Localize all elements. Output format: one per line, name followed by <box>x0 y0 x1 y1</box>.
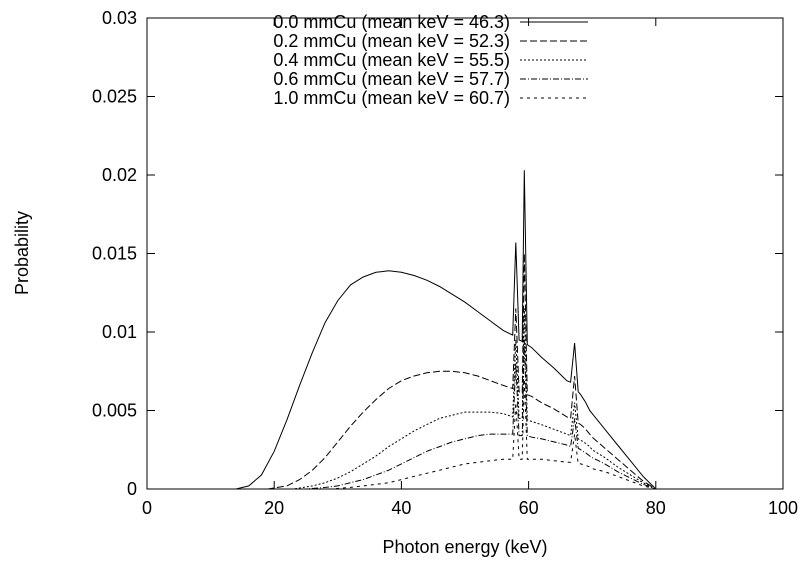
y-tick-label: 0.015 <box>92 244 137 264</box>
y-tick-label: 0.025 <box>92 87 137 107</box>
x-axis-ticks: 0 20 40 60 80 100 <box>142 18 798 518</box>
x-tick-label: 20 <box>264 498 284 518</box>
y-tick-label: 0 <box>127 479 137 499</box>
x-tick-label: 40 <box>391 498 411 518</box>
y-tick-label: 0.02 <box>102 165 137 185</box>
x-tick-label: 100 <box>768 498 798 518</box>
x-tick-label: 60 <box>519 498 539 518</box>
series-line-2 <box>147 253 783 490</box>
legend-label: 1.0 mmCu (mean keV = 60.7) <box>273 88 510 108</box>
y-axis-label: Probability <box>12 211 32 295</box>
series-lines <box>147 170 783 490</box>
legend-label: 0.0 mmCu (mean keV = 46.3) <box>273 12 510 32</box>
y-axis-ticks: 0 0.005 0.01 0.015 0.02 0.025 0.03 <box>92 8 783 499</box>
legend-label: 0.4 mmCu (mean keV = 55.5) <box>273 50 510 70</box>
series-line-4 <box>147 339 783 490</box>
series-line-3 <box>147 308 783 490</box>
x-tick-label: 0 <box>142 498 152 518</box>
legend-label: 0.2 mmCu (mean keV = 52.3) <box>273 31 510 51</box>
legend: 0.0 mmCu (mean keV = 46.3)0.2 mmCu (mean… <box>273 12 588 108</box>
series-line-1 <box>147 170 783 490</box>
x-axis-label: Photon energy (keV) <box>382 537 547 557</box>
y-tick-label: 0.01 <box>102 322 137 342</box>
legend-label: 0.6 mmCu (mean keV = 57.7) <box>273 69 510 89</box>
x-tick-label: 80 <box>646 498 666 518</box>
y-tick-label: 0.03 <box>102 8 137 28</box>
y-tick-label: 0.005 <box>92 401 137 421</box>
series-line-5 <box>147 379 783 490</box>
